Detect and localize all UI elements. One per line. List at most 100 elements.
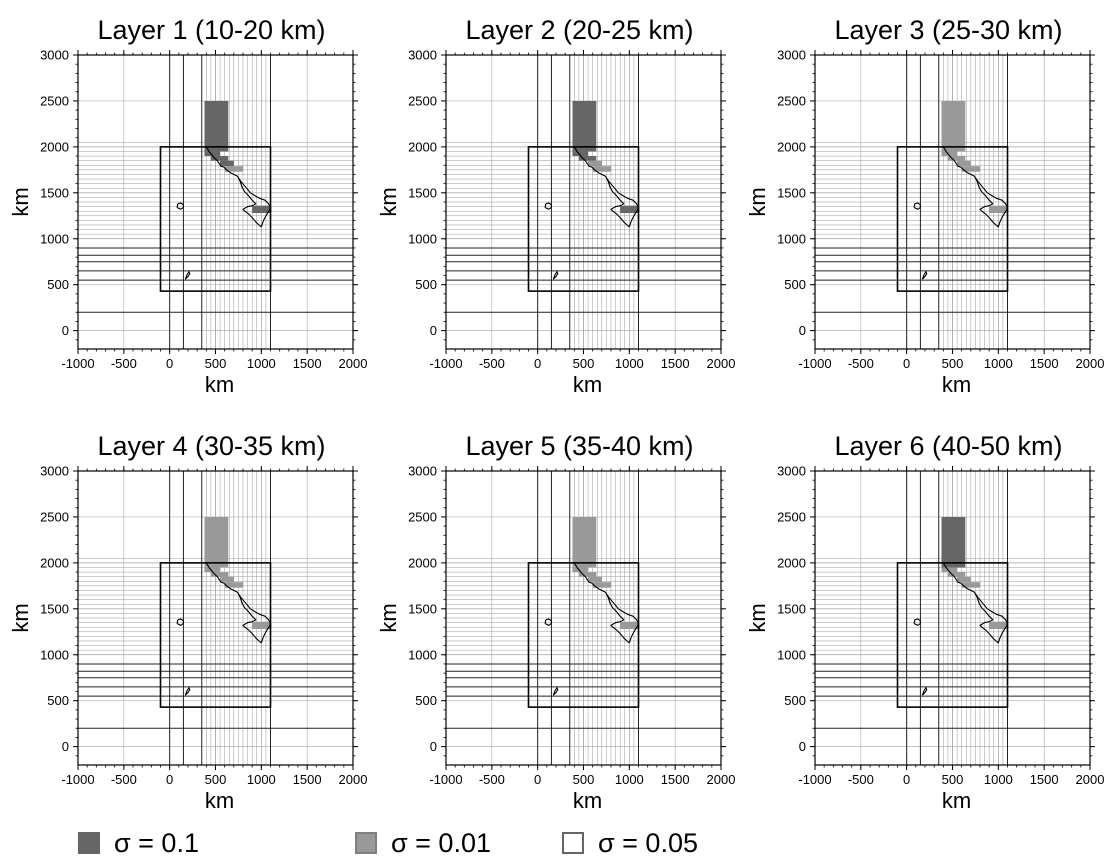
x-tick-label: 1500 — [661, 356, 690, 371]
y-tick-label: 0 — [430, 739, 437, 754]
sigma-cell — [204, 516, 229, 568]
sigma-cell — [204, 100, 229, 152]
y-axis-label: km — [8, 187, 33, 216]
y-tick-label: 1000 — [40, 231, 69, 246]
island — [176, 202, 184, 210]
x-tick-label: 0 — [534, 356, 541, 371]
sigma-cell — [220, 160, 234, 167]
y-tick-label: 1500 — [408, 601, 437, 616]
inner-domain-box — [527, 146, 640, 292]
coastline — [573, 146, 640, 228]
sigma-cell — [578, 572, 597, 577]
x-axis-label: km — [573, 372, 602, 397]
y-axis-label: km — [745, 187, 770, 216]
x-tick-label: -1000 — [798, 356, 831, 371]
x-tick-label: -1000 — [61, 772, 94, 787]
sigma-cell — [578, 156, 597, 161]
x-tick-label: 2000 — [339, 356, 368, 371]
y-axis-label: km — [8, 603, 33, 632]
x-tick-label: -500 — [479, 772, 505, 787]
x-tick-label: 500 — [942, 356, 964, 371]
x-tick-label: 1500 — [1030, 356, 1059, 371]
coastline — [205, 146, 272, 228]
panel-plot-area — [815, 55, 1090, 349]
x-tick-label: 0 — [903, 356, 910, 371]
y-tick-label: 500 — [784, 277, 806, 292]
sigma-cell — [957, 576, 971, 583]
x-tick-label: 500 — [205, 772, 227, 787]
legend-item-sigma-0-01: σ = 0.01 — [355, 826, 491, 860]
x-tick-label: -1000 — [61, 356, 94, 371]
y-tick-label: 0 — [62, 739, 69, 754]
panel-title: Layer 2 (20-25 km) — [465, 15, 693, 45]
y-tick-label: 2500 — [777, 509, 806, 524]
y-tick-label: 2000 — [777, 139, 806, 154]
panel-title: Layer 4 (30-35 km) — [97, 431, 325, 461]
legend-swatch-sigma-0-1 — [78, 832, 100, 854]
sigma-cell — [210, 156, 229, 161]
legend-label-sigma-0-05: σ = 0.05 — [598, 827, 698, 858]
y-tick-label: 3000 — [40, 464, 69, 479]
x-tick-label: 1000 — [984, 356, 1013, 371]
sigma-cell — [941, 100, 966, 152]
y-tick-label: 1500 — [40, 601, 69, 616]
x-tick-label: 0 — [166, 772, 173, 787]
sigma-cell — [947, 572, 966, 577]
island — [921, 270, 928, 280]
y-tick-label: 2500 — [40, 93, 69, 108]
legend-swatch-sigma-0-01 — [355, 832, 377, 854]
x-tick-label: 0 — [903, 772, 910, 787]
x-axis-label: km — [942, 372, 971, 397]
panel-layer-3: -1000 -500 0 500 1000 1500 2000 0 500 1000 1500 200… — [745, 15, 1104, 397]
y-tick-label: 3000 — [408, 464, 437, 479]
sigma-cell — [961, 166, 980, 172]
coastline — [942, 562, 1009, 644]
x-tick-label: 0 — [534, 772, 541, 787]
sigma-cell — [252, 205, 272, 214]
y-tick-label: 2500 — [408, 93, 437, 108]
island — [913, 202, 921, 210]
y-tick-label: 1000 — [408, 231, 437, 246]
y-tick-label: 1000 — [408, 647, 437, 662]
x-tick-label: 1500 — [1030, 772, 1059, 787]
inner-domain-box — [896, 562, 1009, 708]
x-tick-label: 2000 — [1076, 356, 1105, 371]
island — [184, 270, 191, 280]
panel-layer-5: -1000 -500 0 500 1000 1500 2000 0 500 1000 1500 200… — [376, 431, 735, 813]
y-tick-label: 3000 — [408, 48, 437, 63]
y-tick-label: 3000 — [777, 48, 806, 63]
x-axis-label: km — [205, 372, 234, 397]
y-axis-label: km — [376, 187, 401, 216]
y-tick-label: 500 — [47, 277, 69, 292]
y-tick-label: 2000 — [408, 555, 437, 570]
sigma-cell — [961, 582, 980, 588]
x-tick-label: 500 — [205, 356, 227, 371]
sigma-cell — [204, 151, 221, 157]
x-tick-label: -1000 — [798, 772, 831, 787]
y-tick-label: 500 — [415, 277, 437, 292]
sigma-cell — [989, 621, 1009, 630]
sigma-cell — [947, 156, 966, 161]
panel-plot-area — [815, 471, 1090, 765]
sigma-cell — [572, 516, 597, 568]
sigma-cell — [210, 572, 229, 577]
x-tick-label: 2000 — [339, 772, 368, 787]
y-tick-label: 3000 — [777, 464, 806, 479]
x-tick-label: 500 — [573, 772, 595, 787]
inner-domain-box — [896, 146, 1009, 292]
x-tick-label: 1500 — [293, 772, 322, 787]
sigma-cell — [941, 567, 958, 573]
legend-label-sigma-0-01: σ = 0.01 — [391, 827, 491, 858]
y-tick-label: 500 — [415, 693, 437, 708]
panel-plot-area — [446, 55, 721, 349]
y-tick-label: 2000 — [777, 555, 806, 570]
x-tick-label: -1000 — [429, 772, 462, 787]
sigma-cell — [572, 151, 589, 157]
legend-label-sigma-0-1: σ = 0.1 — [114, 827, 199, 858]
y-tick-label: 2500 — [777, 93, 806, 108]
sigma-cell — [620, 621, 640, 630]
sigma-cell — [204, 567, 221, 573]
legend-item-sigma-0-1: σ = 0.1 — [78, 826, 199, 860]
y-tick-label: 2000 — [408, 139, 437, 154]
